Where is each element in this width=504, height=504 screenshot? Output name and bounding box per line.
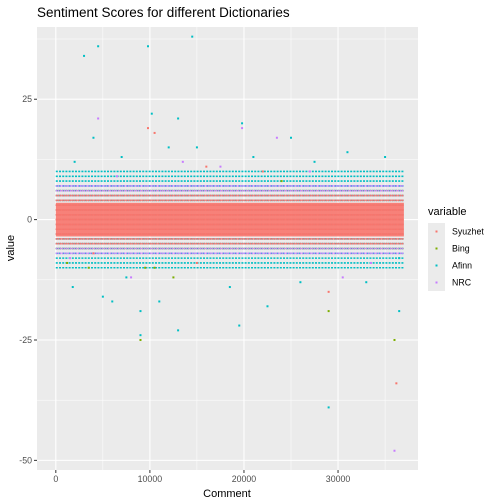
point-afinn [314,161,316,163]
point-afinn [252,156,254,158]
band-core-syuzhet [56,203,404,237]
point-nrc [342,276,344,278]
x-tick-label: 20000 [232,474,257,484]
point-afinn [125,276,127,278]
point-afinn [74,161,76,163]
point-syuzhet [92,252,94,254]
point-afinn [83,55,85,57]
point-bing [144,267,146,269]
point-afinn [266,305,268,307]
y-axis: -50 -25 0 25 [19,94,37,465]
point-afinn [168,146,170,148]
point-nrc [219,166,221,168]
point-syuzhet [147,127,149,129]
point-afinn [139,310,141,312]
point-afinn [177,117,179,119]
point-nrc [393,450,395,452]
point-afinn [111,300,113,302]
y-tick-label: -50 [19,455,32,465]
point-afinn [328,406,330,408]
point-afinn [346,151,348,153]
legend-swatch-syuzhet [436,231,438,233]
point-afinn [72,286,74,288]
chart-title: Sentiment Scores for different Dictionar… [37,5,290,20]
point-bing [154,267,156,269]
point-afinn [290,137,292,139]
legend-swatch-nrc [436,282,438,284]
point-afinn [365,281,367,283]
point-syuzhet [262,170,264,172]
point-bing [393,339,395,341]
point-nrc [182,161,184,163]
point-afinn [299,281,301,283]
point-syuzhet [328,291,330,293]
point-nrc [276,137,278,139]
point-bing [139,339,141,341]
legend: variable Syuzhet Bing Afinn NRC [428,206,484,291]
point-syuzhet [154,132,156,134]
point-afinn [139,334,141,336]
plot-panel [37,27,418,470]
point-afinn [158,300,160,302]
point-nrc [130,276,132,278]
point-nrc [241,127,243,129]
y-axis-title: value [5,235,17,261]
point-syuzhet [395,382,397,384]
point-nrc [97,117,99,119]
x-axis: 0 10000 20000 30000 [53,470,350,484]
point-nrc [116,175,118,177]
point-nrc [309,170,311,172]
legend-title: variable [428,206,467,218]
point-bing [66,262,68,264]
dense-point-bands [56,171,404,267]
legend-swatch-bing [436,248,438,250]
y-tick-label: 0 [27,215,32,225]
point-nrc [370,262,372,264]
legend-label-nrc: NRC [452,278,472,288]
x-axis-title: Comment [203,488,251,500]
point-afinn [102,296,104,298]
point-afinn [177,329,179,331]
y-tick-label: 25 [22,94,32,104]
point-afinn [121,156,123,158]
point-afinn [191,36,193,38]
legend-label-syuzhet: Syuzhet [452,227,484,237]
point-afinn [151,113,153,115]
point-afinn [147,45,149,47]
point-bing [328,310,330,312]
point-afinn [384,156,386,158]
point-bing [172,276,174,278]
y-tick-label: -25 [19,335,32,345]
point-afinn [229,286,231,288]
point-afinn [398,310,400,312]
point-afinn [97,45,99,47]
legend-label-bing: Bing [452,244,470,254]
point-bing [88,267,90,269]
point-bing [281,180,283,182]
x-tick-label: 30000 [326,474,351,484]
legend-swatch-afinn [436,265,438,267]
point-syuzhet [205,166,207,168]
point-afinn [196,146,198,148]
point-nrc [69,257,71,259]
x-tick-label: 0 [53,474,58,484]
point-afinn [398,257,400,259]
point-afinn [241,122,243,124]
x-tick-label: 10000 [138,474,163,484]
point-afinn [92,137,94,139]
legend-label-afinn: Afinn [452,261,472,271]
point-syuzhet [196,262,198,264]
point-afinn [238,325,240,327]
